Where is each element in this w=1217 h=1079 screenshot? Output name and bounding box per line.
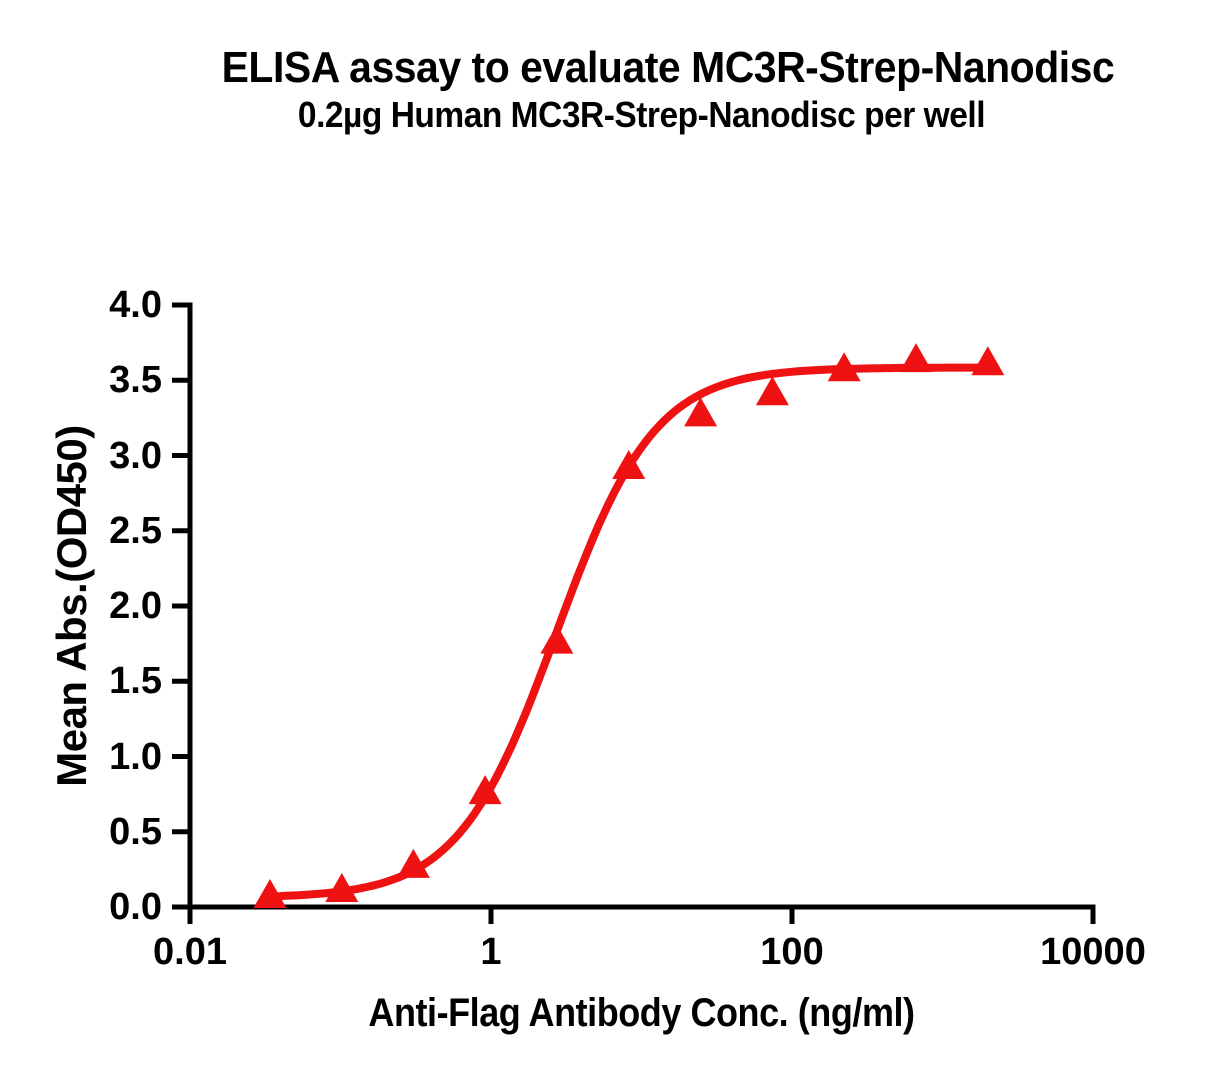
dose-response-curve <box>266 363 992 901</box>
data-point-marker <box>325 872 359 902</box>
x-axis-title: Anti-Flag Antibody Conc. (ng/ml) <box>368 991 915 1035</box>
data-point-marker <box>755 376 789 406</box>
data-point-marker <box>253 878 287 908</box>
data-point-marker <box>396 848 430 878</box>
data-point-marker <box>971 346 1005 376</box>
chart-title: ELISA assay to evaluate MC3R-Strep-Nanod… <box>221 43 1115 92</box>
data-point-marker <box>468 775 502 805</box>
data-point-marker <box>540 624 574 654</box>
data-point-marker <box>827 352 861 382</box>
data-point-marker <box>899 343 933 373</box>
data-point-marker <box>612 450 646 480</box>
data-point-marker <box>684 397 718 427</box>
chart-subtitle: 0.2µg Human MC3R-Strep-Nanodisc per well <box>297 94 986 135</box>
